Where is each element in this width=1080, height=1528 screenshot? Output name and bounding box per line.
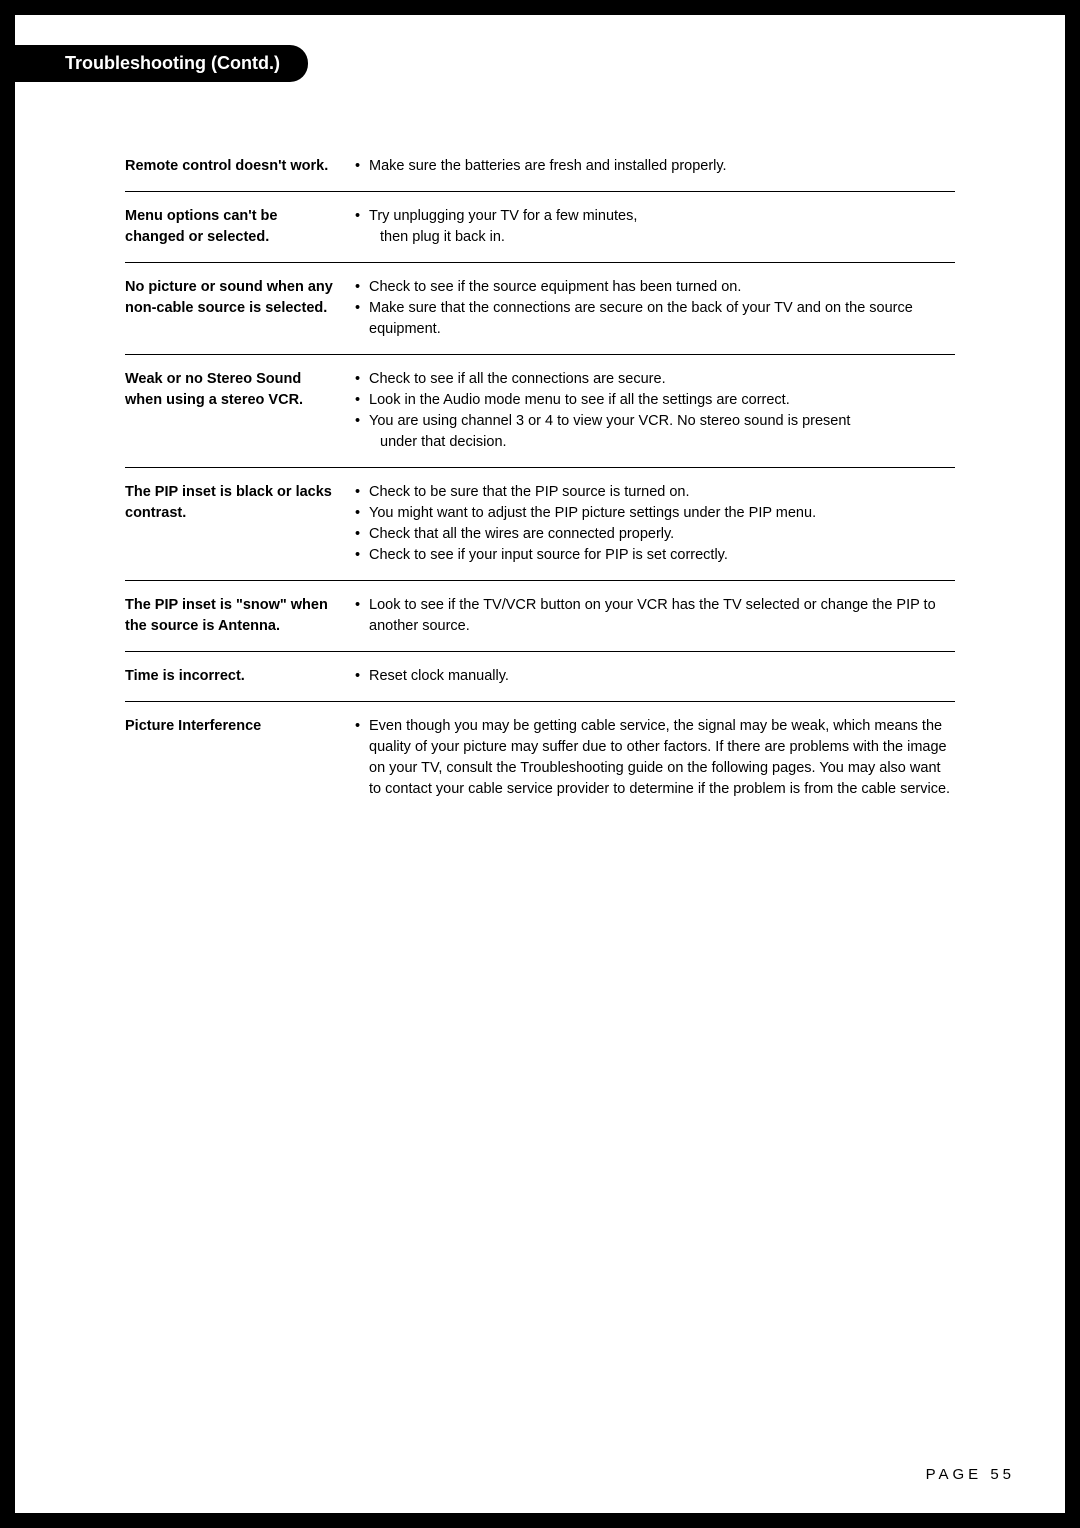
problem-cell: No picture or sound when any non-cable s… [125,277,355,340]
problem-cell: The PIP inset is "snow" when the source … [125,595,355,637]
solution-cell: •Try unplugging your TV for a few minute… [355,206,955,248]
problem-cell: Time is incorrect. [125,666,355,687]
table-row: Time is incorrect. •Reset clock manually… [125,652,955,702]
solution-text: Make sure the batteries are fresh and in… [369,156,955,177]
table-row: Picture Interference •Even though you ma… [125,702,955,814]
table-row: No picture or sound when any non-cable s… [125,263,955,355]
problem-cell: Picture Interference [125,716,355,800]
problem-cell: Remote control doesn't work. [125,156,355,177]
problem-cell: The PIP inset is black or lacks contrast… [125,482,355,566]
table-row: The PIP inset is black or lacks contrast… [125,468,955,581]
solution-cell: •Make sure the batteries are fresh and i… [355,156,955,177]
solution-text: Check to see if the source equipment has… [369,277,955,298]
solution-text: Make sure that the connections are secur… [369,298,955,340]
solution-text: Try unplugging your TV for a few minutes… [369,206,955,227]
table-row: Menu options can't be changed or selecte… [125,192,955,263]
page-number: PAGE 55 [926,1466,1015,1483]
solution-cell: •Check to see if all the connections are… [355,369,955,453]
solution-cell: •Even though you may be getting cable se… [355,716,955,800]
solution-cell: •Check to be sure that the PIP source is… [355,482,955,566]
troubleshooting-table: Remote control doesn't work. •Make sure … [125,142,955,814]
solution-text: Even though you may be getting cable ser… [369,716,955,800]
problem-cell: Menu options can't be changed or selecte… [125,206,355,248]
solution-cell: •Look to see if the TV/VCR button on you… [355,595,955,637]
solution-text-cont: under that decision. [355,432,955,453]
table-row: The PIP inset is "snow" when the source … [125,581,955,652]
solution-text-cont: then plug it back in. [355,227,955,248]
solution-text: You are using channel 3 or 4 to view you… [369,411,955,432]
page: Troubleshooting (Contd.) Remote control … [15,15,1065,1513]
section-tab: Troubleshooting (Contd.) [15,45,308,82]
solution-text: Check to see if all the connections are … [369,369,955,390]
solution-text: Check that all the wires are connected p… [369,524,955,545]
table-row: Weak or no Stereo Sound when using a ste… [125,355,955,468]
solution-text: Check to see if your input source for PI… [369,545,955,566]
solution-text: Look in the Audio mode menu to see if al… [369,390,955,411]
solution-text: Reset clock manually. [369,666,955,687]
solution-cell: •Check to see if the source equipment ha… [355,277,955,340]
solution-text: Check to be sure that the PIP source is … [369,482,955,503]
solution-text: You might want to adjust the PIP picture… [369,503,955,524]
solution-cell: •Reset clock manually. [355,666,955,687]
problem-cell: Weak or no Stereo Sound when using a ste… [125,369,355,453]
solution-text: Look to see if the TV/VCR button on your… [369,595,955,637]
table-row: Remote control doesn't work. •Make sure … [125,142,955,192]
